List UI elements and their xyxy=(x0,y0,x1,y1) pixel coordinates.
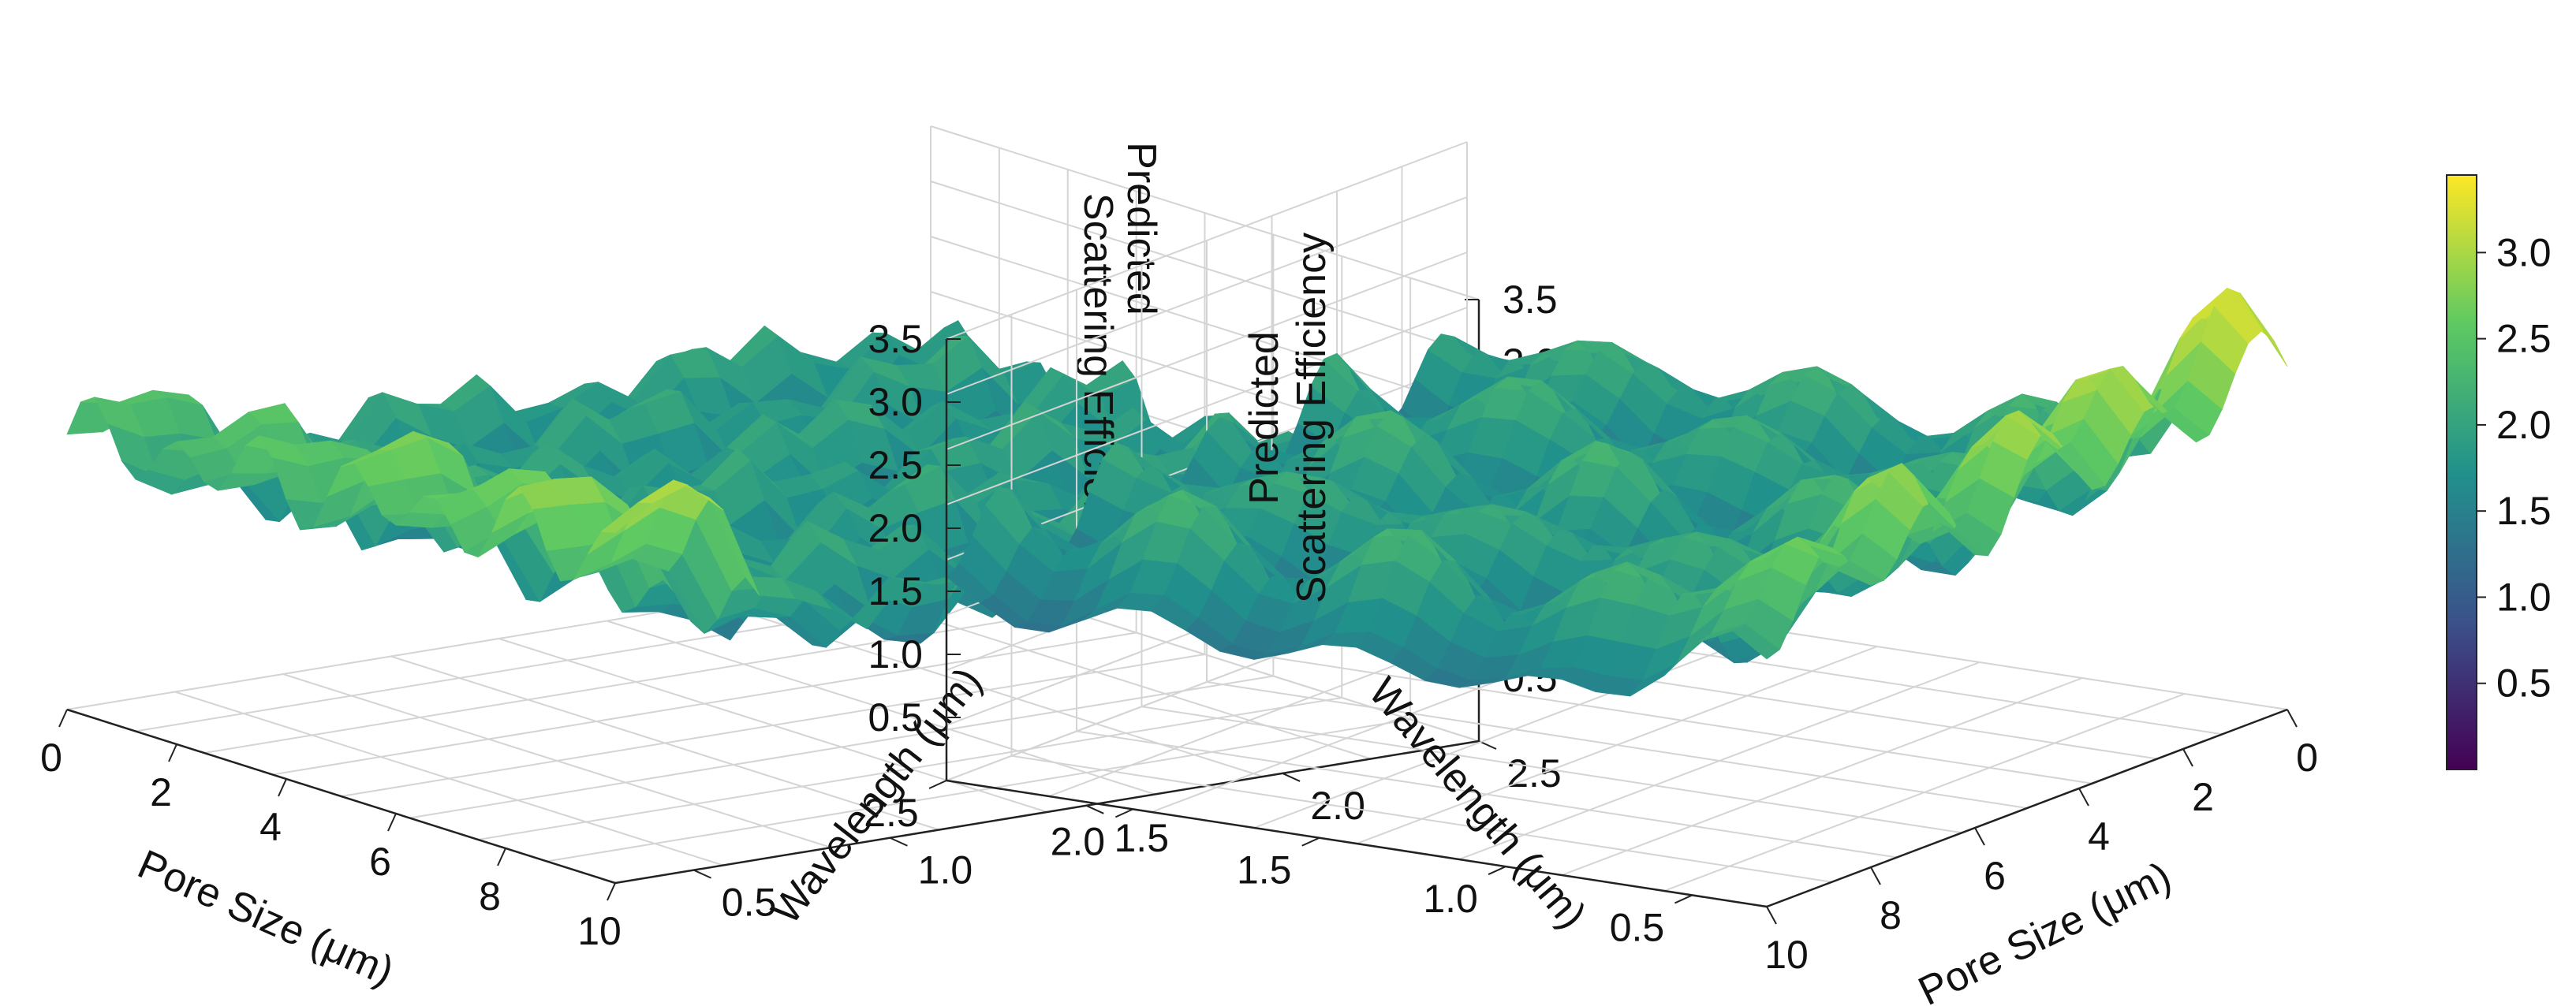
y-tick xyxy=(1301,836,1320,847)
x-tick xyxy=(1974,827,1985,846)
x-tick-label: 6 xyxy=(369,840,391,884)
right-z-label-line2: Scattering Efficiency xyxy=(1289,233,1335,603)
y-tick xyxy=(889,836,908,847)
surface-patch xyxy=(2239,292,2288,367)
y-tick-label: 2.0 xyxy=(1051,819,1106,863)
surface-patch xyxy=(600,502,652,534)
right-z-label-line1: Predicted xyxy=(1241,331,1287,505)
x-tick-label: 2 xyxy=(2192,775,2214,819)
colorbar-ticks: 0.5 1.0 1.5 2.0 2.5 3.0 xyxy=(2477,230,2552,706)
right-axes: 02468100.51.01.52.02.50.51.01.52.02.53.0… xyxy=(864,317,2318,977)
x-tick-label: 0 xyxy=(2296,736,2318,780)
x-tick-label: 4 xyxy=(2088,814,2110,859)
y-tick-label: 1.0 xyxy=(918,848,973,892)
x-tick-label: 6 xyxy=(1984,854,2006,898)
y-tick xyxy=(1114,808,1133,818)
z-tick-label: 3.0 xyxy=(868,380,923,424)
z-tick-label: 1.0 xyxy=(868,632,923,676)
left-grid xyxy=(66,125,1480,884)
y-tick-label: 0.5 xyxy=(722,881,777,925)
y-tick-label: 1.0 xyxy=(1423,877,1478,921)
x-tick xyxy=(278,778,287,797)
colorbar-tick-label: 3.0 xyxy=(2496,230,2552,274)
z-tick-label: 1.5 xyxy=(868,569,923,613)
colorbar-tick-label: 2.0 xyxy=(2496,403,2552,447)
y-tick-label: 1.5 xyxy=(1114,816,1170,860)
right-z-axis-label: Predicted Scattering Efficiency xyxy=(1241,233,1335,603)
right-surface xyxy=(946,287,2288,697)
colorbar-tick-label: 1.5 xyxy=(2496,489,2552,533)
x-tick xyxy=(387,813,397,832)
x-tick xyxy=(607,882,616,901)
x-tick-label: 4 xyxy=(259,805,282,849)
colorbar: 0.5 1.0 1.5 2.0 2.5 3.0 xyxy=(2446,174,2552,770)
y-axis-line xyxy=(946,779,1768,908)
colorbar-tick-label: 0.5 xyxy=(2496,661,2552,706)
z-tick-label: 0.5 xyxy=(868,695,923,740)
y-axis-line xyxy=(614,740,1480,885)
x-tick xyxy=(2182,748,2193,767)
x-tick xyxy=(58,709,68,728)
y-tick-label: 1.5 xyxy=(1237,848,1292,892)
x-tick-label: 8 xyxy=(479,874,501,918)
z-tick-label: 2.5 xyxy=(868,443,923,487)
right-x-axis-label: Pore Size (μm) xyxy=(1912,853,2178,1006)
z-tick-label: 2.0 xyxy=(868,506,923,550)
x-tick-label: 10 xyxy=(577,909,622,953)
colorbar-gradient xyxy=(2446,174,2477,770)
z-tick-label: 3.5 xyxy=(868,317,923,361)
x-axis-line xyxy=(66,708,616,885)
left-x-axis-label: Pore Size (μm) xyxy=(131,841,400,994)
z-tick-label: 3.5 xyxy=(1503,278,1558,322)
colorbar-tick-label: 1.0 xyxy=(2496,575,2552,619)
x-tick xyxy=(168,743,177,762)
x-tick xyxy=(1870,866,1881,885)
right-surface-plot: 02468100.51.01.52.02.50.51.01.52.02.53.0… xyxy=(864,141,2318,1006)
x-axis-line xyxy=(1766,708,2288,908)
x-tick-label: 2 xyxy=(150,770,172,814)
y-tick-label: 2.5 xyxy=(1506,751,1562,795)
x-tick xyxy=(2078,788,2089,807)
x-tick-label: 0 xyxy=(40,736,62,780)
y-tick xyxy=(1282,772,1301,782)
y-tick xyxy=(1488,866,1506,876)
y-tick xyxy=(1085,804,1104,814)
x-tick-label: 8 xyxy=(1880,893,1902,937)
x-tick-label: 10 xyxy=(1764,933,1809,977)
x-tick xyxy=(497,848,506,866)
x-tick xyxy=(2287,709,2298,728)
y-tick xyxy=(928,780,947,789)
colorbar-tick-label: 2.5 xyxy=(2496,317,2552,361)
y-tick-label: 0.5 xyxy=(1610,905,1665,949)
y-tick-label: 2.5 xyxy=(864,791,919,835)
y-tick xyxy=(1674,894,1693,904)
y-tick xyxy=(693,869,711,879)
x-tick xyxy=(1766,906,1777,925)
